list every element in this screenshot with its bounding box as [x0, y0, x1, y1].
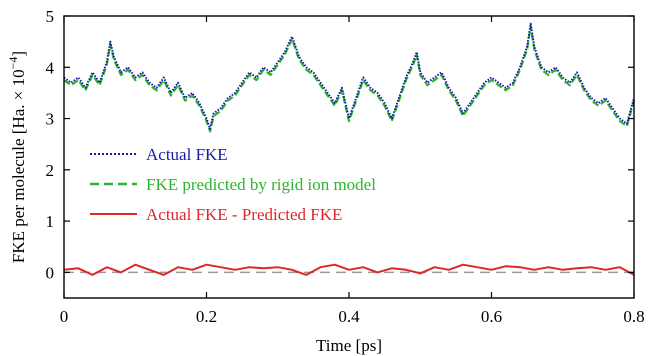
y-axis-label: FKE per molecule [Ha. × 10−4]	[6, 51, 28, 263]
y-axis-label-main: FKE per molecule [Ha. × 10	[9, 69, 28, 263]
y-tick-label: 2	[46, 161, 55, 180]
x-tick-label: 0.8	[623, 307, 644, 326]
series-line-0	[63, 22, 635, 130]
x-tick-label: 0.4	[338, 307, 360, 326]
legend-label-difference: Actual FKE - Predicted FKE	[146, 205, 342, 224]
ticks-layer: 0 0.2 0.4 0.6 0.8 0 1 2 3 4 5	[46, 7, 645, 326]
y-tick-label: 5	[46, 7, 55, 26]
series-line-1	[63, 25, 636, 133]
series-line-2	[63, 263, 635, 276]
x-tick-label: 0.6	[481, 307, 502, 326]
y-axis-label-close: ]	[9, 51, 28, 57]
legend-label-actual-fke: Actual FKE	[146, 145, 228, 164]
legend: Actual FKE FKE predicted by rigid ion mo…	[90, 145, 376, 224]
y-tick-label: 0	[46, 263, 55, 282]
x-tick-label: 0.2	[196, 307, 217, 326]
series-layer	[63, 22, 636, 276]
y-tick-label: 3	[46, 110, 55, 129]
x-axis-label: Time [ps]	[316, 336, 382, 355]
y-axis-label-exponent: −4	[6, 57, 20, 70]
legend-label-predicted-fke: FKE predicted by rigid ion model	[146, 175, 376, 194]
y-tick-label: 4	[46, 58, 55, 77]
x-tick-label: 0	[60, 307, 69, 326]
y-tick-label: 1	[46, 212, 55, 231]
